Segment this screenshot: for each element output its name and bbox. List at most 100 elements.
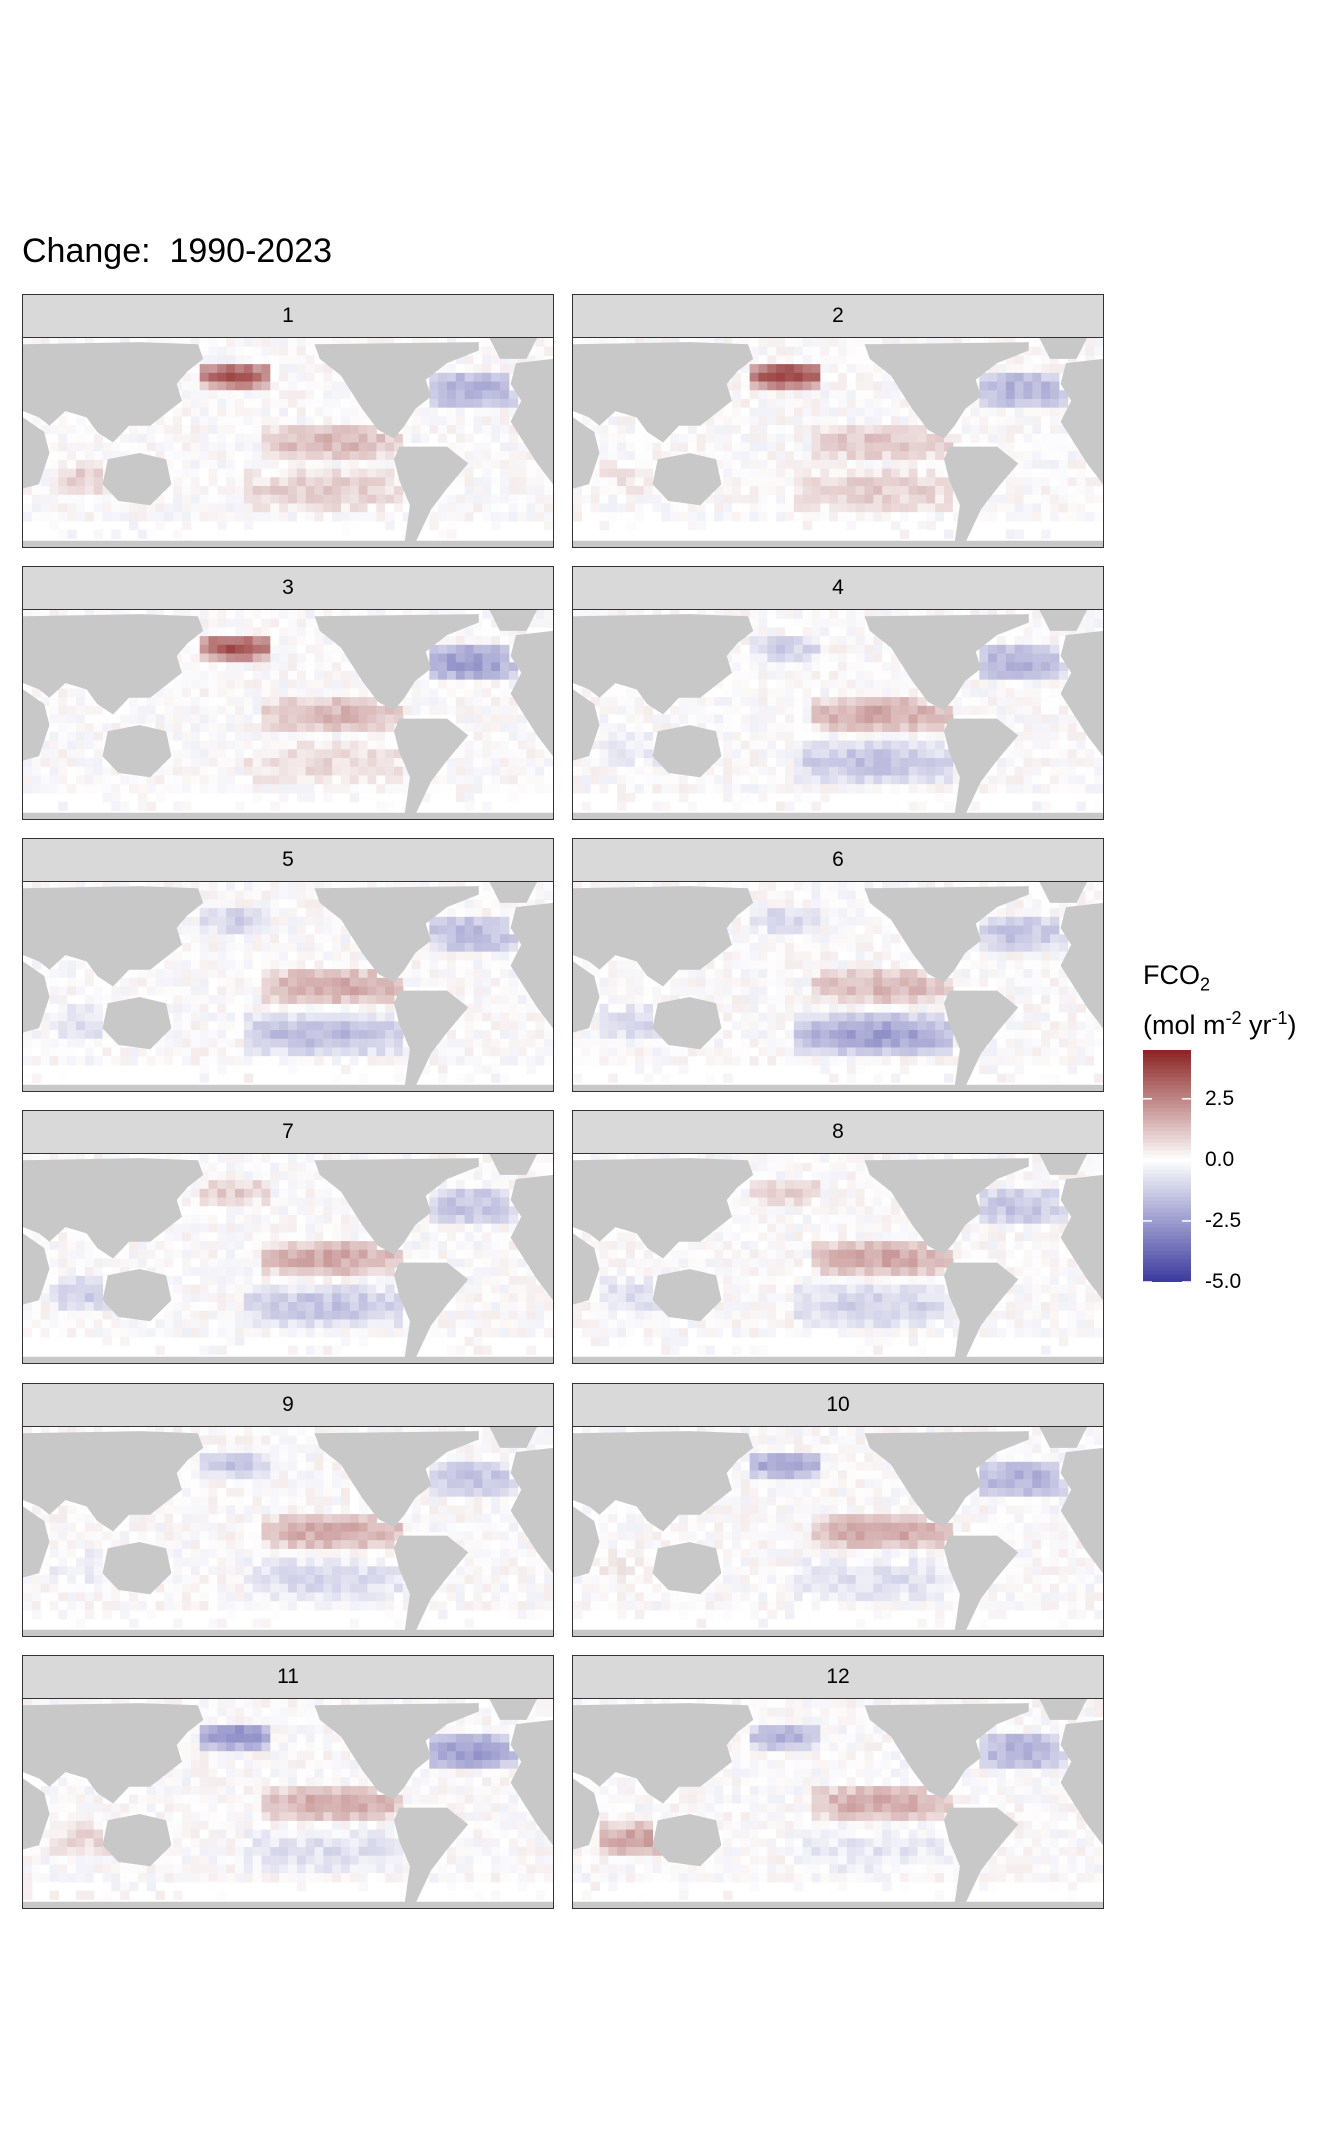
heat-cell	[573, 338, 583, 348]
heat-cell	[979, 610, 989, 620]
heat-cell	[332, 1073, 342, 1083]
heat-cell	[199, 740, 210, 750]
heat-cell	[217, 951, 227, 961]
heat-cell	[944, 749, 954, 759]
heat-cell	[164, 714, 174, 724]
heat-cell	[1023, 468, 1033, 478]
heat-cell	[341, 705, 351, 716]
heat-cell	[758, 951, 768, 961]
heat-cell	[155, 610, 165, 620]
heat-cell	[376, 512, 386, 522]
heat-cell	[332, 1003, 342, 1014]
heat-cell	[544, 1030, 553, 1040]
heat-cell	[864, 381, 874, 391]
heat-cell	[243, 398, 254, 409]
heat-cell	[49, 512, 59, 522]
heat-cell	[1023, 364, 1033, 374]
heat-cell	[785, 459, 795, 470]
heat-cell	[997, 916, 1007, 927]
facet-strip-label: 5	[22, 838, 554, 882]
heat-cell	[102, 1056, 112, 1066]
heat-cell	[411, 977, 422, 988]
heat-cell	[500, 1047, 510, 1057]
heat-cell	[279, 977, 289, 988]
heat-cell	[1058, 995, 1069, 1005]
heat-cell	[917, 503, 927, 513]
heat-cell	[252, 977, 263, 988]
heat-cell	[749, 355, 760, 365]
heat-cell	[687, 520, 698, 531]
heat-cell	[899, 951, 910, 961]
heat-cell	[599, 705, 609, 716]
heat-cell	[438, 1047, 448, 1057]
heat-cell	[1005, 925, 1016, 935]
heat-cell	[67, 714, 77, 724]
heat-cell	[917, 758, 927, 768]
heat-cell	[455, 486, 466, 496]
heat-cell	[838, 951, 848, 961]
heat-cell	[643, 486, 654, 496]
heat-cell	[155, 1047, 165, 1057]
heat-cell	[820, 740, 830, 750]
heat-cell	[349, 425, 360, 435]
heat-cell	[979, 951, 989, 961]
heat-cell	[279, 494, 289, 505]
heat-cell	[332, 512, 342, 522]
heat-cell	[261, 494, 271, 505]
heat-cell	[349, 1003, 360, 1014]
heat-cell	[76, 1012, 86, 1022]
heat-cell	[714, 416, 724, 426]
heat-cell	[767, 951, 777, 961]
heat-cell	[776, 934, 786, 944]
heat-cell	[873, 951, 883, 961]
heat-cell	[855, 494, 866, 505]
heat-cell	[217, 355, 227, 365]
heat-cell	[793, 758, 804, 768]
heat-cell	[740, 486, 751, 496]
heat-cell	[243, 425, 254, 435]
heat-cell	[590, 468, 601, 478]
heat-cell	[935, 512, 945, 522]
heat-cell	[732, 731, 742, 742]
heat-cell	[164, 610, 174, 620]
heat-cell	[305, 425, 316, 435]
heat-cell	[455, 934, 466, 944]
heat-cell	[438, 670, 448, 681]
heat-cell	[705, 995, 715, 1005]
heat-cell	[626, 714, 636, 724]
heat-cell	[714, 986, 724, 996]
heat-cell	[643, 784, 654, 794]
heat-cell	[705, 610, 715, 620]
heat-cell	[732, 503, 742, 513]
heat-cell	[758, 740, 768, 750]
heat-cell	[617, 459, 627, 470]
heat-cell	[661, 451, 671, 461]
heat-cell	[535, 477, 545, 487]
heat-cell	[634, 459, 645, 470]
heat-cell	[1050, 662, 1060, 672]
heat-cell	[1076, 784, 1086, 794]
heat-cell	[438, 775, 448, 785]
land-mass	[489, 610, 538, 631]
heat-cell	[376, 977, 386, 988]
heat-cell	[67, 969, 77, 979]
heat-cell	[173, 486, 183, 496]
heat-cell	[873, 338, 883, 348]
heat-cell	[926, 995, 936, 1005]
heat-cell	[261, 960, 271, 970]
heat-cell	[49, 1056, 59, 1066]
heat-cell	[455, 416, 466, 426]
heat-cell	[573, 486, 583, 496]
heat-cell	[455, 916, 466, 927]
heat-cell	[926, 1003, 936, 1014]
heat-cell	[208, 986, 218, 996]
heat-cell	[776, 986, 786, 996]
heat-cell	[190, 908, 201, 918]
heat-cell	[341, 688, 351, 698]
heat-cell	[590, 766, 601, 777]
heat-cell	[226, 1003, 236, 1014]
heat-cell	[793, 775, 804, 785]
heat-cell	[785, 723, 795, 733]
heat-cell	[838, 627, 848, 637]
heat-cell	[535, 749, 545, 759]
